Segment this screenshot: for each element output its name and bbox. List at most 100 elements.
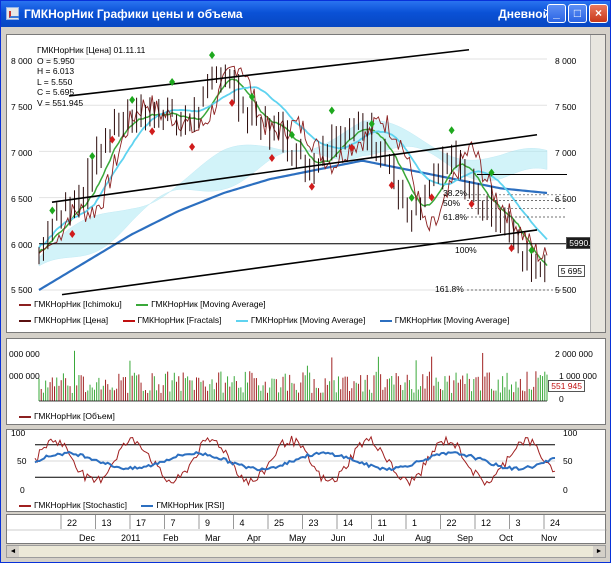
y-tick-left: 000 000 [9, 349, 40, 359]
minimize-button[interactable]: _ [547, 4, 566, 23]
legend-label: ГМКНорНик [Объем] [34, 411, 115, 421]
y-tick-right: 7 000 [555, 148, 577, 158]
legend-label: ГМКНорНик [Moving Average] [151, 299, 266, 309]
day-label: 1 [412, 518, 417, 528]
y-tick-left: 50 [17, 456, 27, 466]
day-label: 4 [240, 518, 245, 528]
ohlc-header: ГМКНорНик [Цена] 01.11.11 [37, 45, 146, 55]
legend-item: ГМКНорНик [Moving Average] [136, 299, 266, 309]
oscillator-chart-pane[interactable]: 100 50 0 100 50 0 ГМКНорНик [Stochastic]… [6, 428, 607, 513]
day-label: 23 [309, 518, 319, 528]
month-label: May [289, 533, 307, 543]
price-chart-pane[interactable]: ГМКНорНик [Цена] 01.11.11 O = 5.950 H = … [6, 34, 606, 333]
y-tick-right: 1 000 000 [559, 371, 597, 381]
volume-chart[interactable] [7, 339, 607, 426]
fractal-down-marker [69, 229, 76, 238]
month-label: Jun [331, 533, 346, 543]
trend-channel-lower [61, 229, 538, 296]
fib-label: 100% [455, 245, 477, 255]
day-label: 24 [550, 518, 560, 528]
y-tick-right: 8 000 [555, 56, 577, 66]
y-tick-left: 7 500 [11, 102, 33, 112]
legend-item: ГМКНорНик [Цена] [19, 315, 108, 325]
trend-channel-middle [51, 133, 538, 204]
y-tick-left: 6 500 [11, 194, 33, 204]
stochastic-line [34, 435, 556, 487]
month-label: Oct [499, 533, 514, 543]
fractal-down-marker [308, 182, 315, 191]
legend-label: ГМКНорНик [RSI] [156, 500, 225, 510]
fib-label: 38.2% [443, 188, 468, 198]
title-bar[interactable]: ГМКНорНик Графики цены и объема Дневной … [1, 1, 610, 27]
fractal-up-marker [169, 78, 176, 87]
chart-app-icon [6, 7, 19, 20]
day-label: 22 [67, 518, 77, 528]
day-label: 9 [205, 518, 210, 528]
scroll-left-button[interactable]: ◄ [7, 546, 19, 557]
ohlc-high: H = 6.013 [37, 66, 75, 77]
legend-item: ГМКНорНик [Moving Average] [379, 315, 509, 325]
legend-label: ГМКНорНик [Fractals] [137, 315, 222, 325]
y-tick-right: 2 000 000 [555, 349, 593, 359]
ichimoku-cloud [38, 120, 548, 267]
day-label: 22 [447, 518, 457, 528]
fractal-down-marker [189, 142, 196, 151]
moving-average-cyan-line [38, 86, 548, 249]
legend-item: ГМКНорНик [Moving Average] [235, 315, 366, 325]
period-label: Дневной [498, 7, 550, 21]
oscillator-chart[interactable] [7, 430, 607, 513]
ohlc-open: O = 5.950 [37, 55, 75, 66]
vertical-scrollbar[interactable] [590, 35, 605, 332]
y-tick-left: 100 [11, 428, 26, 438]
month-label: Sep [457, 533, 473, 543]
window-title: ГМКНорНик Графики цены и объема [24, 7, 243, 21]
y-tick-right: 0 [563, 485, 568, 495]
fractal-up-marker [248, 92, 255, 101]
ohlc-close: C = 5.695 [37, 87, 75, 98]
month-label: Apr [247, 533, 261, 543]
day-label: 12 [481, 518, 491, 528]
y-tick-right: 7 500 [555, 102, 577, 112]
scroll-right-button[interactable]: ► [593, 546, 605, 557]
month-label: Mar [205, 533, 221, 543]
day-label: 14 [343, 518, 353, 528]
legend-label: ГМКНорНик [Stochastic] [34, 500, 127, 510]
price-chart[interactable] [7, 35, 607, 334]
y-tick-left: 8 000 [11, 56, 33, 66]
moving-average-blue-line [38, 159, 548, 291]
volume-chart-pane[interactable]: 000 000 000 000 2 000 000 1 000 000 0 55… [6, 338, 606, 425]
y-tick-right: 50 [563, 456, 573, 466]
fractal-up-marker [408, 193, 415, 202]
legend-item: ГМКНорНик [Fractals] [122, 315, 222, 325]
fractal-down-marker [228, 98, 235, 107]
day-label: 7 [171, 518, 176, 528]
fractal-up-marker [488, 168, 495, 177]
fractal-up-marker [209, 51, 216, 60]
y-tick-right: 5 500 [555, 285, 577, 295]
fractal-down-marker [428, 193, 435, 202]
y-tick-left: 7 000 [11, 148, 33, 158]
legend-label: ГМКНорНик [Moving Average] [250, 315, 366, 325]
y-tick-right: 6 500 [555, 194, 577, 204]
month-label: Nov [541, 533, 558, 543]
close-button[interactable]: × [589, 4, 608, 23]
fractal-down-marker [149, 127, 156, 136]
maximize-button[interactable]: □ [568, 4, 587, 23]
month-label: 2011 [121, 533, 140, 543]
ohlc-volume: V = 551.945 [37, 97, 84, 108]
legend-label: ГМКНорНик [Цена] [34, 315, 109, 325]
day-label: 25 [274, 518, 284, 528]
day-label: 17 [136, 518, 146, 528]
time-axis: 22 13 17 7 9 4 25 23 14 11 1 22 12 3 24 Dec 2011 Feb Mar Ap… [6, 514, 607, 544]
legend-label: ГМКНорНик [Ichimoku] [34, 299, 122, 309]
fractal-up-marker [288, 130, 295, 139]
y-tick-left: 0 [20, 485, 25, 495]
month-label: Dec [79, 533, 96, 543]
fractal-down-marker [348, 143, 355, 152]
horizontal-scrollbar[interactable]: ◄ ► [6, 545, 606, 558]
day-label: 11 [378, 518, 387, 528]
oscillator-legend: ГМКНорНик [Stochastic] ГМКНорНик [RSI] [19, 500, 236, 510]
fractal-down-marker [508, 244, 515, 253]
